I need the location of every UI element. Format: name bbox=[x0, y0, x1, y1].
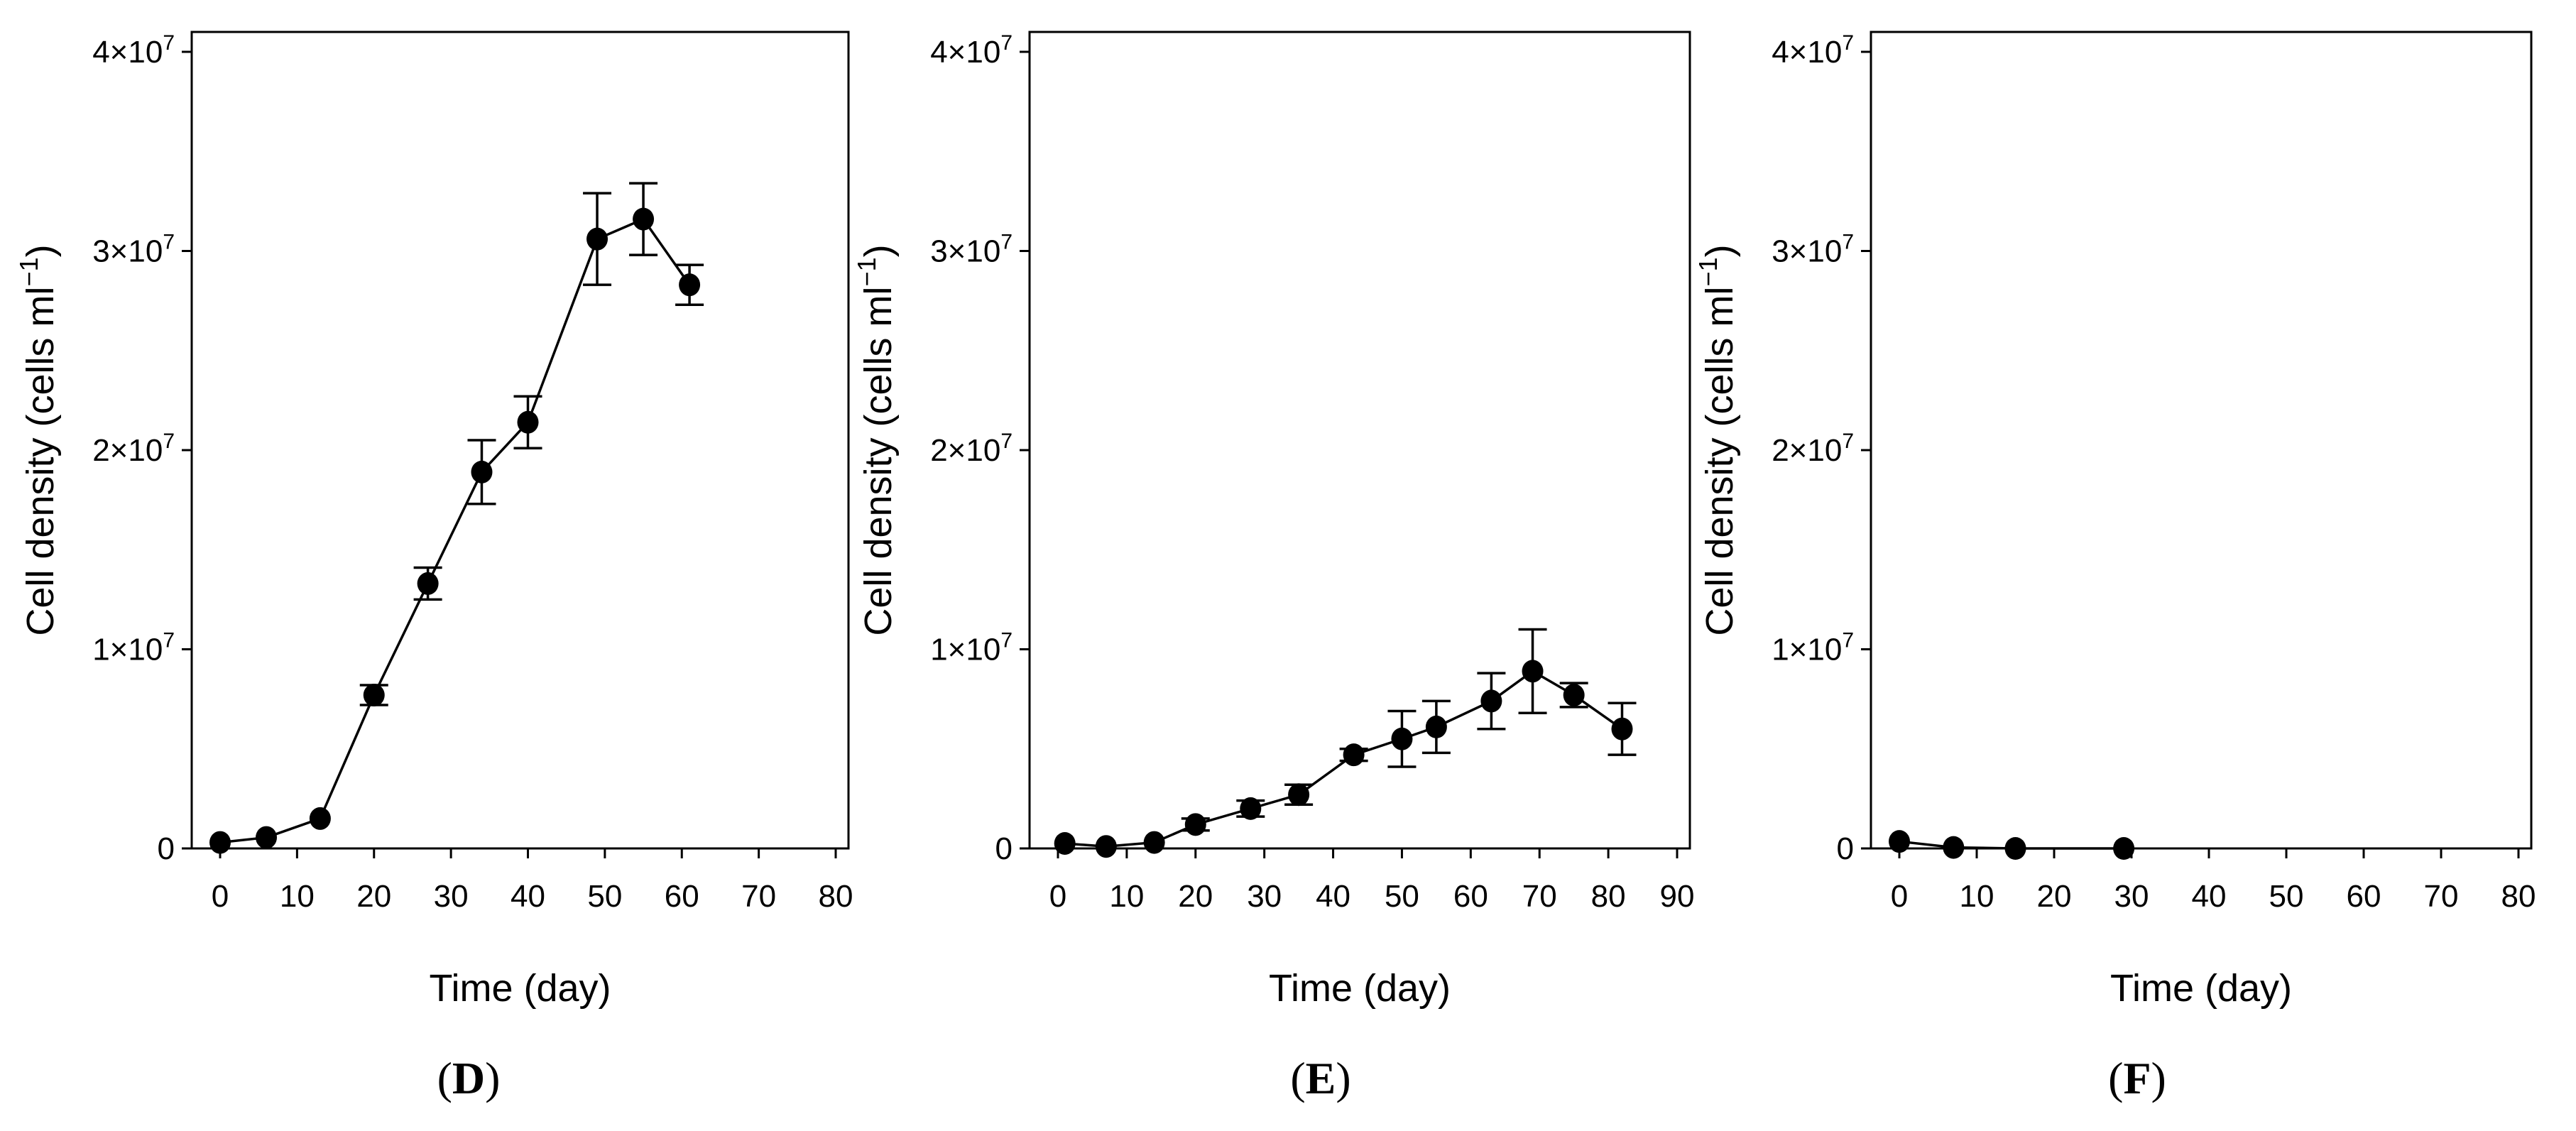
y-tick-label: 3×107 bbox=[92, 231, 175, 269]
data-point bbox=[209, 831, 231, 854]
data-point bbox=[517, 410, 539, 434]
y-axis-title: Cell density (cells ml−1) bbox=[852, 244, 900, 635]
plot-frame bbox=[1870, 31, 2533, 850]
y-tick-label: 2×107 bbox=[92, 430, 175, 468]
y-tick-label: 2×107 bbox=[930, 430, 1013, 468]
x-tick-label: 80 bbox=[1591, 879, 1626, 914]
y-tick-label: 2×107 bbox=[1772, 430, 1854, 468]
x-tick-label: 90 bbox=[1660, 879, 1695, 914]
x-tick-label: 50 bbox=[1385, 879, 1419, 914]
y-tick-label: 0 bbox=[995, 831, 1013, 866]
x-tick-label: 40 bbox=[2192, 879, 2227, 914]
data-point bbox=[1943, 836, 1965, 859]
x-tick-label: 80 bbox=[819, 879, 853, 914]
x-axis-title: Time (day) bbox=[2110, 967, 2292, 1010]
data-point bbox=[1480, 689, 1502, 713]
plot-frame bbox=[1028, 31, 1691, 850]
data-point bbox=[1611, 717, 1633, 741]
x-tick-label: 80 bbox=[2501, 879, 2536, 914]
x-axis-title: Time (day) bbox=[429, 967, 611, 1010]
y-tick-label: 3×107 bbox=[1772, 231, 1854, 269]
data-point bbox=[1425, 715, 1447, 738]
data-point bbox=[417, 572, 439, 595]
x-tick-label: 10 bbox=[1960, 879, 1994, 914]
data-point bbox=[1095, 835, 1117, 858]
x-tick-label: 40 bbox=[511, 879, 545, 914]
data-point bbox=[1184, 813, 1206, 836]
data-point bbox=[2004, 837, 2026, 860]
x-tick-label: 70 bbox=[2424, 879, 2459, 914]
x-tick-label: 10 bbox=[1109, 879, 1144, 914]
y-tick-label: 3×107 bbox=[930, 231, 1013, 269]
panel-label: (D) bbox=[437, 1053, 501, 1103]
data-point bbox=[256, 826, 278, 849]
x-tick-label: 0 bbox=[1891, 879, 1908, 914]
x-tick-label: 30 bbox=[434, 879, 469, 914]
data-point bbox=[1391, 727, 1413, 750]
data-point bbox=[1054, 831, 1076, 855]
x-tick-label: 50 bbox=[2269, 879, 2304, 914]
x-tick-label: 20 bbox=[356, 879, 391, 914]
data-point bbox=[1563, 684, 1585, 707]
chart-panel-E: 0 1×107 2×107 3×107 4×107 0 10 20 30 40 50 60 70 80 90… bbox=[852, 31, 1694, 1103]
data-point bbox=[633, 207, 655, 231]
x-tick-label: 60 bbox=[1453, 879, 1488, 914]
series-line bbox=[219, 217, 691, 844]
x-tick-label: 60 bbox=[665, 879, 699, 914]
y-tick-label: 1×107 bbox=[92, 629, 175, 667]
data-point bbox=[1889, 830, 1910, 853]
chart-panel-D: 0 1×107 2×107 3×107 4×107 0 10 20 30 40 50 60 70 80 Ti… bbox=[14, 31, 853, 1103]
y-axis-title: Cell density (cells ml−1) bbox=[1693, 244, 1741, 635]
y-tick-label: 4×107 bbox=[1772, 31, 1854, 70]
data-point bbox=[1343, 743, 1365, 767]
y-axis-title: Cell density (cells ml−1) bbox=[14, 244, 62, 635]
x-tick-label: 70 bbox=[1522, 879, 1557, 914]
x-tick-label: 70 bbox=[741, 879, 776, 914]
chart-panel-F: 0 1×107 2×107 3×107 4×107 0 10 20 30 40 50 60 70 80 Ti… bbox=[1693, 31, 2536, 1103]
y-tick-label: 1×107 bbox=[1772, 629, 1854, 667]
y-tick-label: 4×107 bbox=[930, 31, 1013, 70]
x-tick-label: 20 bbox=[2037, 879, 2072, 914]
x-axis-title: Time (day) bbox=[1269, 967, 1451, 1010]
data-point bbox=[1522, 660, 1544, 683]
x-tick-label: 30 bbox=[2114, 879, 2149, 914]
y-tick-label: 4×107 bbox=[92, 31, 175, 70]
x-tick-label: 20 bbox=[1178, 879, 1213, 914]
plot-frame bbox=[190, 31, 850, 850]
y-tick-label: 0 bbox=[158, 831, 175, 866]
data-point bbox=[586, 227, 608, 251]
series-line bbox=[1064, 670, 1623, 848]
x-tick-label: 10 bbox=[280, 879, 315, 914]
data-point bbox=[2113, 837, 2135, 860]
panel-label: (F) bbox=[2108, 1053, 2166, 1103]
x-tick-label: 0 bbox=[1049, 879, 1066, 914]
x-tick-label: 40 bbox=[1316, 879, 1350, 914]
x-tick-label: 60 bbox=[2347, 879, 2381, 914]
x-tick-label: 0 bbox=[212, 879, 229, 914]
data-point bbox=[471, 460, 493, 483]
y-tick-label: 0 bbox=[1837, 831, 1854, 866]
panel-label: (E) bbox=[1290, 1053, 1350, 1103]
data-point bbox=[309, 807, 331, 830]
data-point bbox=[679, 273, 701, 297]
series-line bbox=[1899, 840, 2124, 850]
x-tick-label: 30 bbox=[1247, 879, 1282, 914]
y-tick-label: 1×107 bbox=[930, 629, 1013, 667]
x-tick-label: 50 bbox=[587, 879, 622, 914]
data-point bbox=[363, 684, 385, 707]
data-point bbox=[1240, 797, 1262, 820]
data-point bbox=[1143, 831, 1165, 854]
data-point bbox=[1288, 783, 1310, 807]
